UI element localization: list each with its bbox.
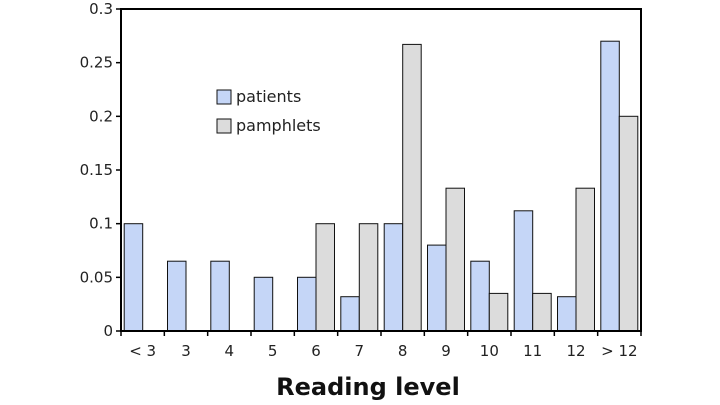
bar-patients-9 [513, 210, 534, 332]
x-tick-label-1: 3 [181, 342, 191, 360]
x-tick-label-7: 9 [441, 342, 451, 360]
y-tick-label-2: 0.1 [89, 215, 113, 233]
bar-pamphlets-8 [488, 292, 509, 332]
bar-pamphlets-4 [315, 223, 335, 332]
bar-patients-2 [210, 260, 230, 332]
bar-patients-0 [123, 223, 144, 332]
bar-pamphlets-10 [575, 187, 595, 332]
legend-label-pamphlets: pamphlets [236, 116, 321, 135]
y-axis: 0 0.05 0.1 0.15 0.2 0.25 0.3 [80, 0, 121, 340]
x-axis: < 3 3 4 5 6 7 8 9 10 11 12 > 12 [120, 331, 642, 360]
plot-frame [120, 8, 642, 332]
x-tick-label-5: 7 [355, 342, 365, 360]
y-tick-label-4: 0.2 [89, 107, 113, 125]
legend: patients pamphlets [216, 87, 321, 135]
x-tick-label-0: < 3 [129, 342, 156, 360]
bar-patients-6 [383, 223, 404, 332]
y-tick-label-6: 0.3 [89, 0, 113, 18]
bar-patients-7 [427, 244, 447, 332]
x-tick-label-11: > 12 [601, 342, 637, 360]
x-tick-label-10: 12 [566, 342, 585, 360]
y-tick-label-1: 0.05 [80, 268, 113, 286]
bar-patients-10 [557, 296, 577, 332]
x-tick-label-8: 10 [480, 342, 499, 360]
x-tick-label-4: 6 [311, 342, 321, 360]
legend-swatch-patients [216, 89, 232, 105]
x-axis-title: Reading level [276, 373, 460, 401]
bar-pamphlets-11 [618, 115, 639, 332]
bar-pamphlets-5 [358, 223, 379, 332]
bar-patients-3 [253, 276, 274, 332]
bar-patients-4 [297, 276, 317, 332]
y-tick-label-0: 0 [103, 322, 113, 340]
bar-patients-5 [340, 296, 360, 332]
bars-layer [123, 40, 639, 332]
x-tick-label-3: 5 [268, 342, 278, 360]
legend-label-patients: patients [236, 87, 301, 106]
x-tick-label-9: 11 [523, 342, 542, 360]
bar-pamphlets-7 [445, 187, 465, 332]
bar-patients-11 [600, 40, 620, 332]
x-tick-label-6: 8 [398, 342, 408, 360]
bar-patients-8 [470, 260, 490, 332]
legend-swatch-pamphlets [216, 118, 232, 134]
bar-pamphlets-6 [402, 43, 422, 332]
y-tick-label-3: 0.15 [80, 161, 113, 179]
bar-pamphlets-9 [532, 292, 552, 332]
bar-patients-1 [167, 260, 187, 332]
x-tick-label-2: 4 [225, 342, 235, 360]
y-tick-label-5: 0.25 [80, 54, 113, 72]
